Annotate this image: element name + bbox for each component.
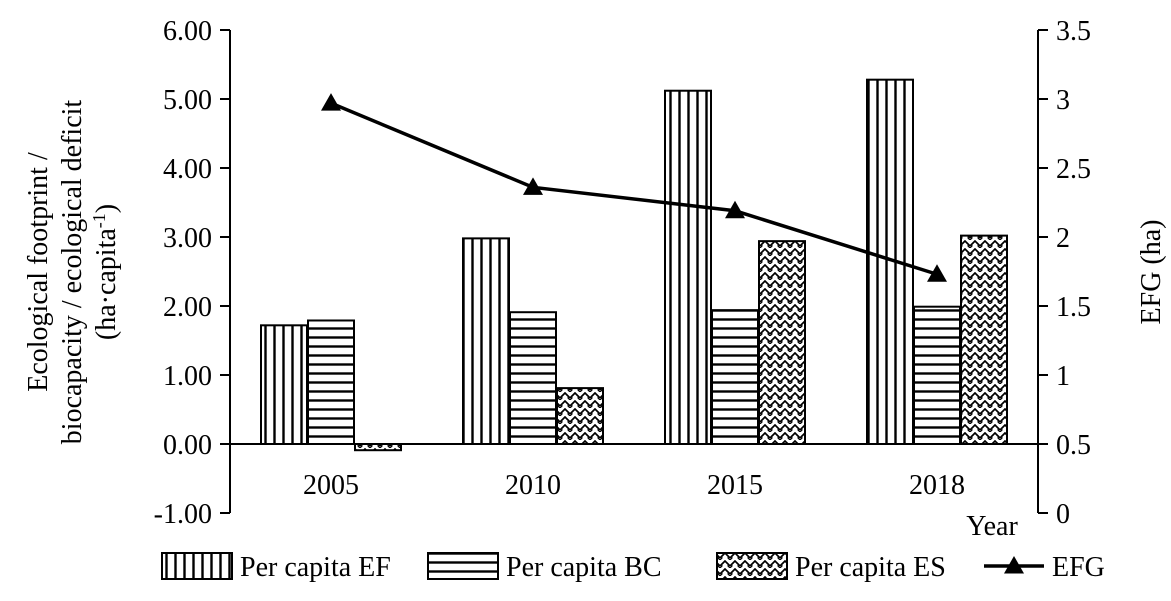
bar-per-capita-es-2018 [960, 234, 1008, 445]
left-tick-label: 3.00 [163, 223, 212, 254]
legend-label: Per capita ES [795, 552, 946, 583]
y-axis-title-line-3: (ha·capita-1) [89, 204, 122, 340]
category-label: 2010 [505, 470, 561, 501]
left-tick-label: 2.00 [163, 292, 212, 323]
y-axis-title-right: EFG (ha) [1136, 220, 1167, 325]
efg-marker [725, 200, 745, 219]
efg-series-line [321, 93, 947, 282]
bar-per-capita-ef-2005 [260, 324, 308, 446]
legend-label: Per capita EF [240, 552, 391, 583]
left-tick-label: 6.00 [163, 16, 212, 47]
right-tick-label: 1 [1056, 361, 1070, 392]
y-axis-title-unit: (ha·capita [91, 228, 122, 340]
bars [260, 78, 1008, 452]
legend-label: EFG [1052, 552, 1105, 583]
bar-per-capita-bc-2018 [913, 305, 961, 445]
bar-per-capita-bc-2005 [307, 319, 355, 445]
left-tick-label: 5.00 [163, 85, 212, 116]
right-tick-label: 0 [1056, 499, 1070, 530]
bar-per-capita-bc-2015 [711, 309, 759, 446]
left-tick-label: 0.00 [163, 430, 212, 461]
category-label: 2005 [303, 470, 359, 501]
efg-marker [523, 177, 543, 195]
bar-per-capita-es-2015 [758, 240, 806, 445]
bar-per-capita-bc-2010 [509, 311, 557, 445]
legend-swatch [427, 552, 499, 580]
category-label: 2018 [909, 470, 965, 501]
y-axis-title-superscript: -1 [89, 213, 109, 228]
efg-polyline [330, 101, 938, 276]
y-axis-title-group: Ecological footprint / biocapacity / eco… [23, 100, 122, 445]
y-axis-title-right-group: EFG (ha) [1136, 220, 1167, 325]
y-axis-title-line-2: biocapacity / ecological deficit [57, 100, 88, 445]
legend: Per capita EF Per capita BC Per capita ES E… [161, 552, 1105, 583]
y-axis-title-close: ) [91, 204, 122, 213]
right-tick-label: 1.5 [1056, 292, 1091, 323]
right-tick-label: 2.5 [1056, 154, 1091, 185]
left-axis-ticks: -1.00 0.00 1.00 2.00 3.00 4.00 5.00 6.00 [154, 16, 230, 530]
left-tick-label: 4.00 [163, 154, 212, 185]
legend-swatch [161, 552, 233, 580]
legend-swatch [716, 552, 788, 580]
bar-per-capita-ef-2010 [462, 237, 510, 445]
right-tick-label: 3 [1056, 85, 1070, 116]
bar-per-capita-es-2010 [556, 387, 604, 445]
left-tick-label: -1.00 [154, 499, 212, 530]
right-tick-label: 3.5 [1056, 16, 1091, 47]
right-tick-label: 0.5 [1056, 430, 1091, 461]
efg-marker [321, 93, 341, 111]
left-tick-label: 1.00 [163, 361, 212, 392]
bar-per-capita-ef-2015 [664, 89, 712, 445]
right-tick-label: 2 [1056, 223, 1070, 254]
legend-triangle-marker [1004, 556, 1024, 574]
legend-label: Per capita BC [506, 552, 662, 583]
right-axis-ticks: 0 0.5 1 1.5 2 2.5 3 3.5 [1038, 16, 1091, 530]
y-axis-title-line-1b: Ecological footprint / [23, 152, 54, 392]
x-axis-title: Year [966, 511, 1018, 542]
category-label: 2015 [707, 470, 763, 501]
efg-marker [927, 264, 947, 282]
x-axis-tick-labels: 2005 2010 2015 2018 [303, 470, 965, 501]
bar-per-capita-ef-2018 [866, 78, 914, 446]
